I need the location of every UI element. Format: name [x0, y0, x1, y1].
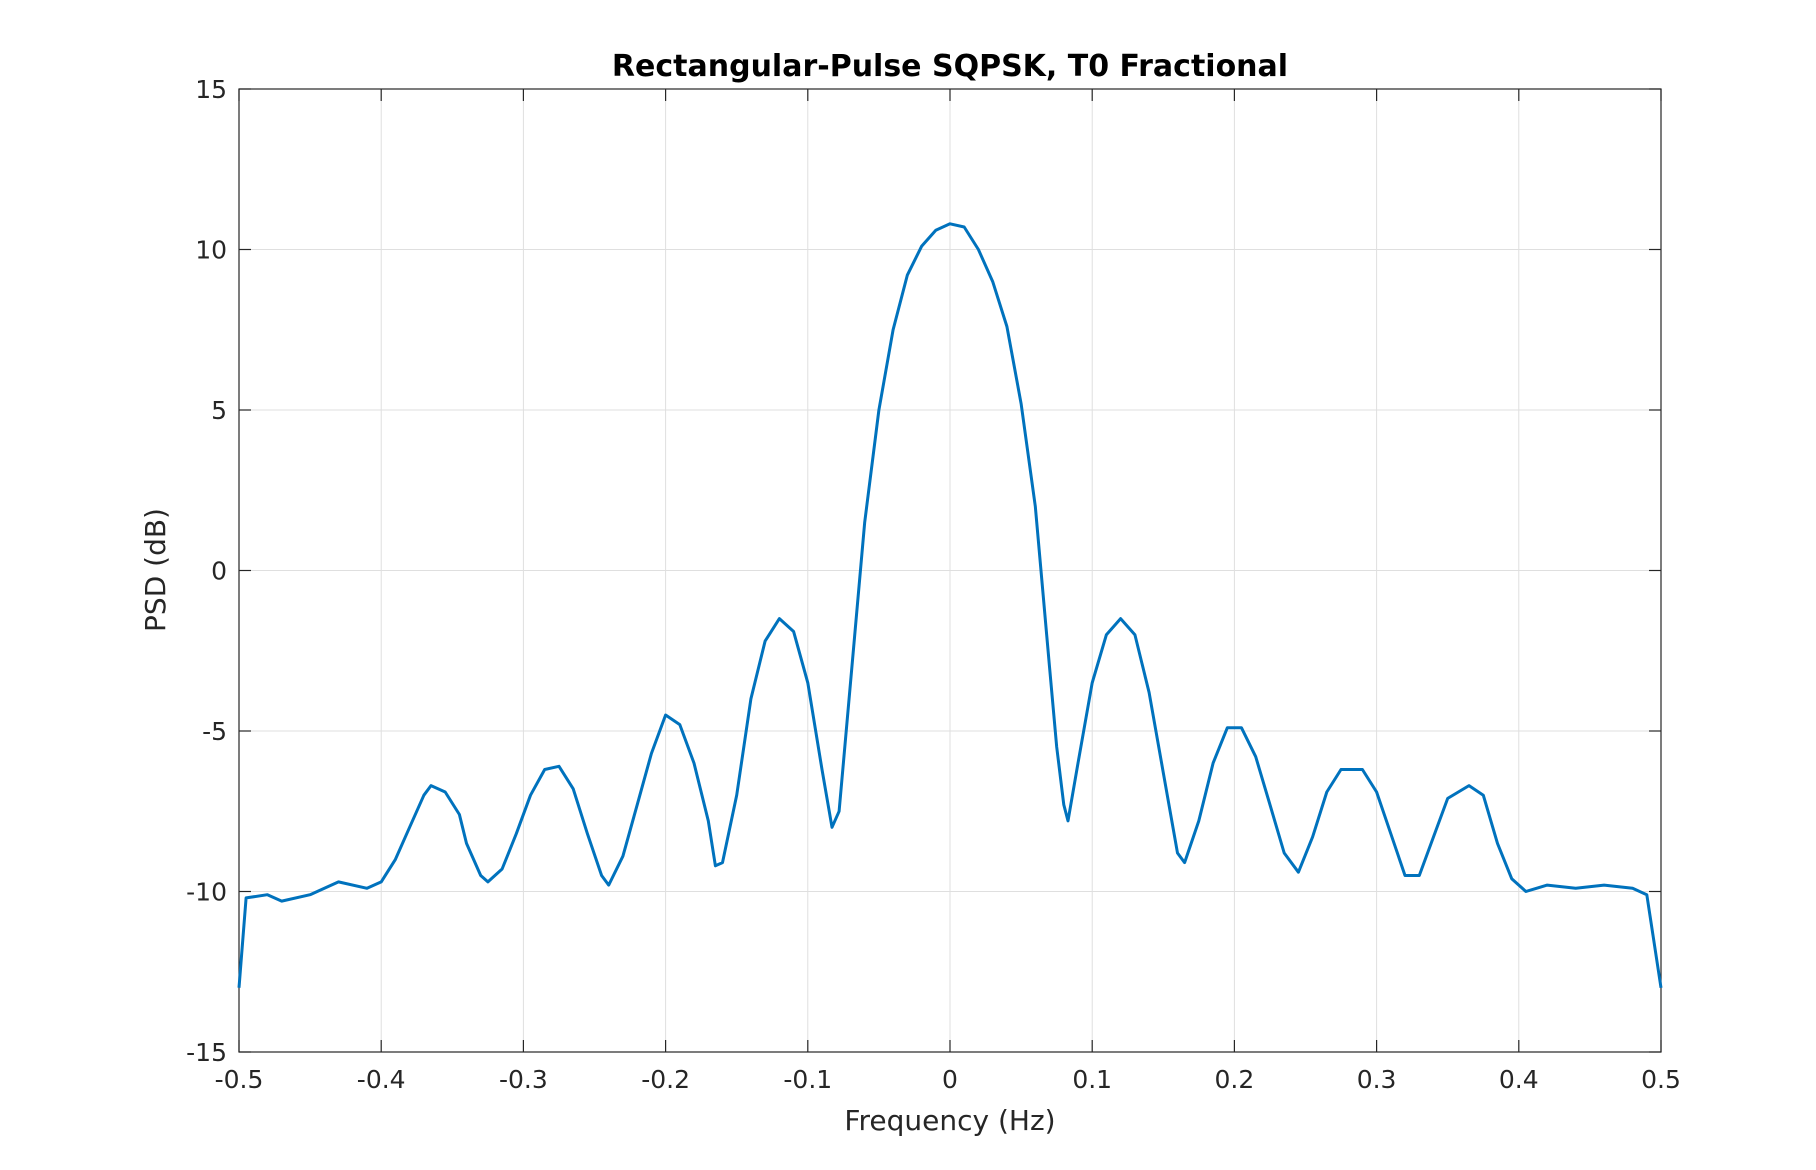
y-tick-label: 15 — [195, 75, 227, 104]
ticks: -0.5 -0.4 -0.3 -0.2 -0.1 0 0.1 0.2 0.3 0.4 0.5 -15 -… — [186, 75, 1681, 1094]
x-tick-label: 0.1 — [1072, 1065, 1112, 1094]
grid — [238, 88, 1662, 1053]
x-tick-label: 0.3 — [1357, 1065, 1397, 1094]
x-tick-label: 0.5 — [1641, 1065, 1681, 1094]
x-tick-label: -0.1 — [783, 1065, 832, 1094]
x-tick-label: 0.2 — [1215, 1065, 1255, 1094]
y-tick-label: 5 — [211, 396, 227, 425]
x-tick-label: -0.4 — [357, 1065, 406, 1094]
x-tick-label: -0.5 — [215, 1065, 264, 1094]
x-tick-label: 0.4 — [1499, 1065, 1539, 1094]
y-tick-label: -15 — [186, 1038, 227, 1067]
x-tick-label: 0 — [942, 1065, 958, 1094]
y-axis-label: PSD (dB) — [139, 508, 172, 632]
x-tick-label: -0.2 — [641, 1065, 690, 1094]
chart-title: Rectangular-Pulse SQPSK, T0 Fractional — [612, 49, 1288, 84]
x-tick-label: -0.3 — [499, 1065, 548, 1094]
psd-line — [237, 222, 1663, 989]
y-tick-label: 0 — [211, 557, 227, 586]
y-tick-label: -5 — [202, 717, 227, 746]
y-tick-label: -10 — [186, 878, 227, 907]
x-axis-label: Frequency (Hz) — [844, 1104, 1055, 1137]
y-tick-label: 10 — [195, 236, 227, 265]
